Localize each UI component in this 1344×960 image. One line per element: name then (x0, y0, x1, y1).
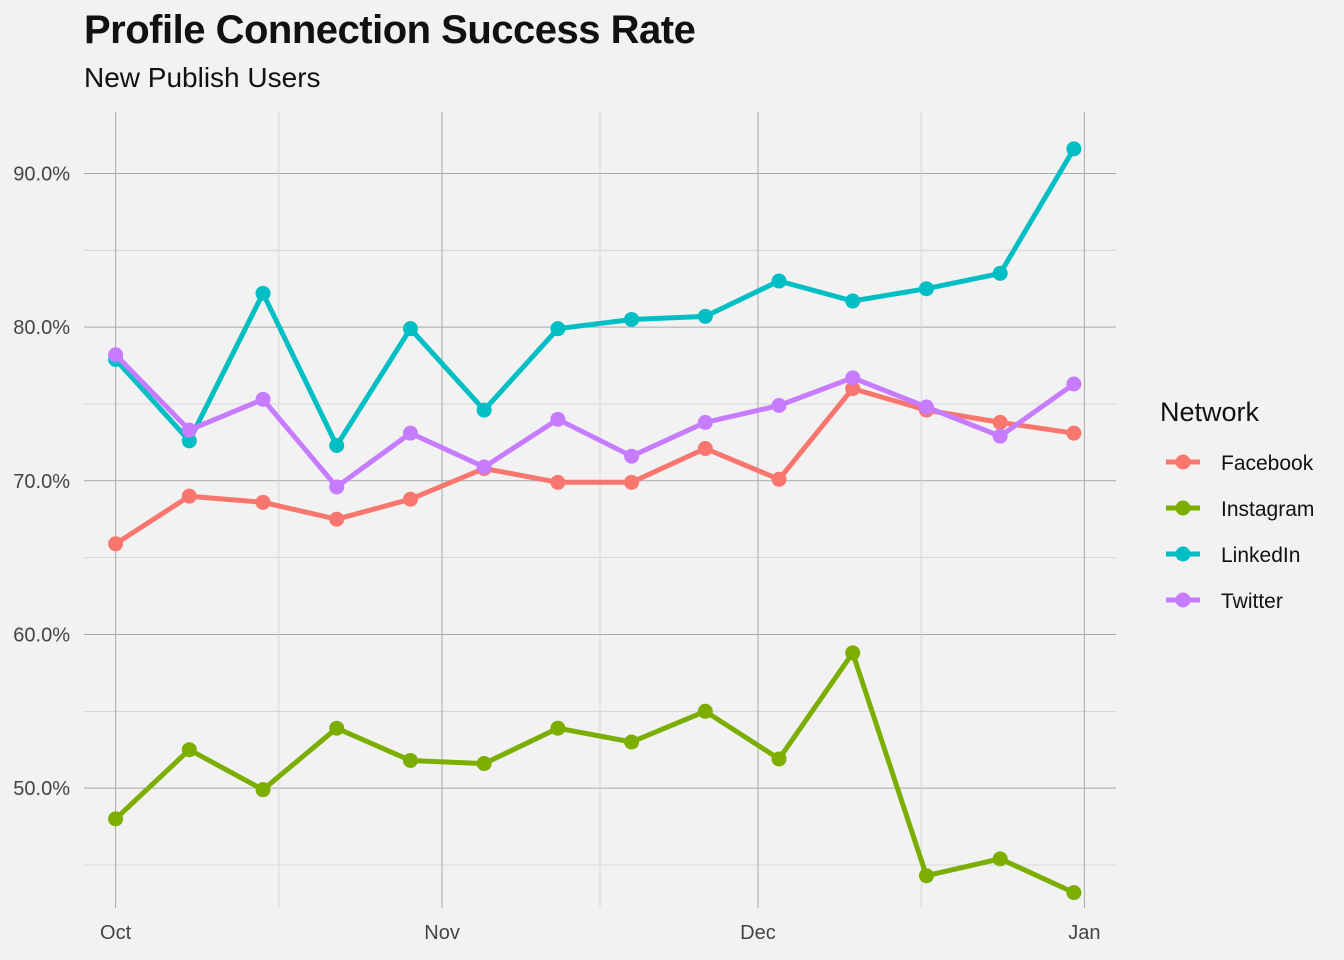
twitter-point (329, 479, 345, 495)
facebook-point (697, 441, 713, 457)
facebook-point (550, 474, 566, 490)
instagram-point (624, 734, 640, 750)
facebook-point (624, 474, 640, 490)
twitter-point (771, 398, 787, 414)
x-tick-label: Oct (100, 922, 132, 944)
linkedin-point (771, 273, 787, 289)
linkedin-line (113, 146, 1077, 448)
twitter-point (108, 347, 124, 363)
chart-subtitle: New Publish Users (84, 62, 321, 93)
series-linkedin (108, 141, 1082, 453)
x-tick-label: Nov (424, 922, 460, 944)
instagram-point (550, 720, 566, 736)
twitter-point (181, 422, 197, 438)
instagram-point (255, 782, 271, 798)
facebook-point (771, 471, 787, 487)
twitter-point (255, 391, 271, 407)
instagram-point (402, 752, 418, 768)
linkedin-point (992, 265, 1008, 281)
facebook-point (845, 381, 861, 397)
twitter-point (697, 414, 713, 430)
instagram-point (697, 703, 713, 719)
legend-key-point-linkedin (1175, 546, 1191, 562)
instagram-point (329, 720, 345, 736)
instagram-point (108, 811, 124, 827)
legend-label-instagram: Instagram (1221, 498, 1314, 521)
legend-key-point-twitter (1175, 592, 1191, 608)
legend-title: Network (1160, 397, 1260, 427)
facebook-point (108, 536, 124, 552)
linkedin-point (1066, 141, 1082, 157)
legend-key-point-facebook (1175, 454, 1191, 470)
legend-label-linkedin: LinkedIn (1221, 544, 1300, 567)
twitter-point (1066, 376, 1082, 392)
twitter-line (113, 352, 1077, 490)
facebook-point (181, 488, 197, 504)
grid-layer (84, 112, 1116, 908)
instagram-point (181, 742, 197, 758)
axis-layer: 50.0% 60.0% 70.0% 80.0% 90.0% Oct Nov Dec Jan (13, 163, 1100, 944)
twitter-point (992, 428, 1008, 444)
twitter-point (918, 399, 934, 415)
instagram-point (845, 645, 861, 661)
twitter-point (845, 370, 861, 386)
instagram-point (476, 756, 492, 772)
instagram-line (113, 650, 1077, 896)
y-tick-label: 60.0% (13, 624, 70, 646)
facebook-point (329, 511, 345, 527)
facebook-point (1066, 425, 1082, 441)
legend-label-twitter: Twitter (1221, 590, 1283, 613)
series-twitter (108, 347, 1082, 495)
facebook-point (402, 491, 418, 507)
twitter-point (402, 425, 418, 441)
y-tick-label: 90.0% (13, 163, 70, 185)
instagram-point (1066, 885, 1082, 901)
linkedin-point (181, 433, 197, 449)
linkedin-point (476, 402, 492, 418)
x-tick-label: Jan (1068, 922, 1100, 944)
y-tick-label: 70.0% (13, 471, 70, 493)
linkedin-point (624, 311, 640, 327)
twitter-point (550, 411, 566, 427)
series-facebook (108, 381, 1082, 552)
twitter-point (476, 459, 492, 475)
x-tick-label: Dec (740, 922, 776, 944)
linkedin-point (329, 437, 345, 453)
y-tick-label: 50.0% (13, 778, 70, 800)
linkedin-point (255, 285, 271, 301)
linkedin-point (918, 281, 934, 297)
linkedin-point (845, 293, 861, 309)
series-instagram (108, 645, 1082, 901)
facebook-line (113, 386, 1077, 547)
series-layer (108, 141, 1082, 901)
y-tick-label: 80.0% (13, 317, 70, 339)
legend: Network Facebook Instagram LinkedIn Twitter (1160, 397, 1314, 613)
instagram-point (918, 868, 934, 884)
facebook-point (992, 414, 1008, 430)
instagram-point (992, 851, 1008, 867)
chart-title: Profile Connection Success Rate (84, 8, 696, 52)
instagram-point (771, 751, 787, 767)
linkedin-point (402, 321, 418, 337)
linkedin-point (550, 321, 566, 337)
legend-key-point-instagram (1175, 500, 1191, 516)
legend-label-facebook: Facebook (1221, 452, 1314, 475)
linkedin-point (697, 308, 713, 324)
facebook-point (255, 494, 271, 510)
twitter-point (624, 448, 640, 464)
